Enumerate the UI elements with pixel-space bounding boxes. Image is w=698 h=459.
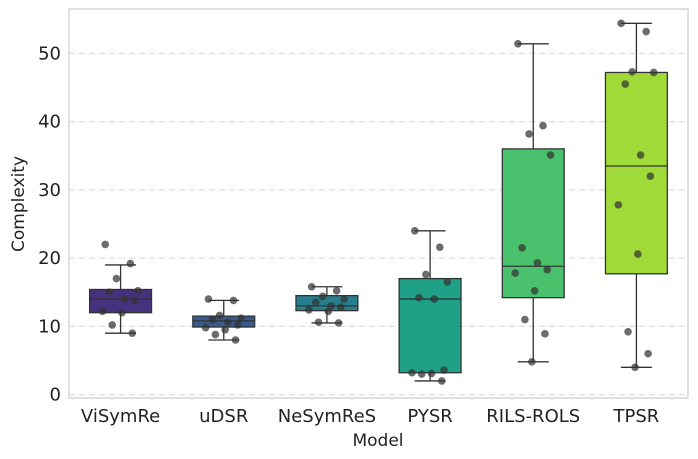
data-point [649,68,658,77]
data-point [98,307,107,316]
iqr-box [192,315,256,328]
data-point [305,306,313,314]
data-point [528,358,536,366]
data-point [636,151,645,159]
data-point [314,318,323,327]
data-point [311,298,320,307]
data-point [546,151,555,159]
x-tick-label-visymre: ViSymRe [81,406,160,427]
data-point [634,250,642,258]
data-point [624,328,632,336]
data-point [229,296,238,305]
data-point [318,292,327,301]
data-point [525,130,533,138]
data-point [543,265,551,274]
data-point [337,303,345,312]
data-point [436,243,444,251]
data-point [511,269,519,277]
x-tick-label-pysr: PYSR [407,406,452,427]
data-point [208,315,217,324]
data-point [642,27,650,36]
data-point [440,366,448,374]
y-tick-label: 50 [38,43,61,64]
x-tick-label-rils-rols: RILS-ROLS [486,406,580,427]
y-axis-title: Complexity [9,156,29,252]
y-tick-label: 10 [38,316,61,337]
data-point [617,19,625,28]
box-pysr [398,230,462,382]
grid-lines [69,52,688,396]
data-point [215,311,224,320]
data-point [628,67,637,76]
y-tick-label: 20 [38,248,61,269]
data-point [644,349,652,358]
data-point [514,40,522,48]
data-point [631,363,639,372]
iqr-box [398,277,462,374]
data-point [646,172,655,181]
data-point [105,288,114,297]
plot-background [68,8,689,399]
data-point [332,287,341,295]
data-point [521,315,529,324]
data-point [120,295,129,303]
data-point [237,314,245,322]
x-tick-labels: ViSymRe uDSR NeSymReS PYSR RILS-ROLS TPSR [81,406,659,427]
data-point [417,370,426,378]
data-point [204,295,213,303]
data-point [307,282,316,291]
iqr-box [604,71,669,275]
data-point [430,295,439,303]
x-tick-label-udsr: uDSR [199,406,248,427]
data-point [415,293,423,302]
data-point [134,287,142,295]
data-point [427,369,436,378]
data-point [126,259,135,268]
y-tick-labels: 0 10 20 30 40 50 [38,43,61,405]
data-point [422,270,430,279]
x-tick-label-tpsr: TPSR [613,406,660,427]
data-point [112,274,121,283]
iqr-box [501,148,565,299]
data-point [221,325,229,334]
data-point [233,321,242,329]
x-tick-label-nesymres: NeSymReS [278,406,376,427]
data-point [541,330,549,338]
data-point [410,226,419,235]
data-point [518,244,526,252]
data-point [224,318,232,327]
data-point [437,377,446,385]
data-point [533,259,542,267]
data-point [408,368,416,377]
y-tick-label: 40 [38,112,61,133]
data-points [98,19,658,385]
data-point [539,121,547,130]
data-point [201,323,210,332]
data-point [334,319,343,327]
x-axis-title: Model [352,431,403,451]
y-tick-label: 30 [38,180,61,201]
data-point [324,307,333,316]
data-point [231,336,240,344]
data-point [211,330,220,339]
data-point [443,278,452,286]
data-point [340,295,348,303]
data-point [118,308,126,317]
data-point [108,321,117,329]
box-tpsr [604,22,669,368]
data-point [614,201,623,209]
data-point [128,329,137,337]
y-tick-label: 0 [50,385,61,406]
data-point [101,240,110,249]
data-point [130,296,139,305]
data-point [530,287,539,295]
data-point [621,80,630,88]
